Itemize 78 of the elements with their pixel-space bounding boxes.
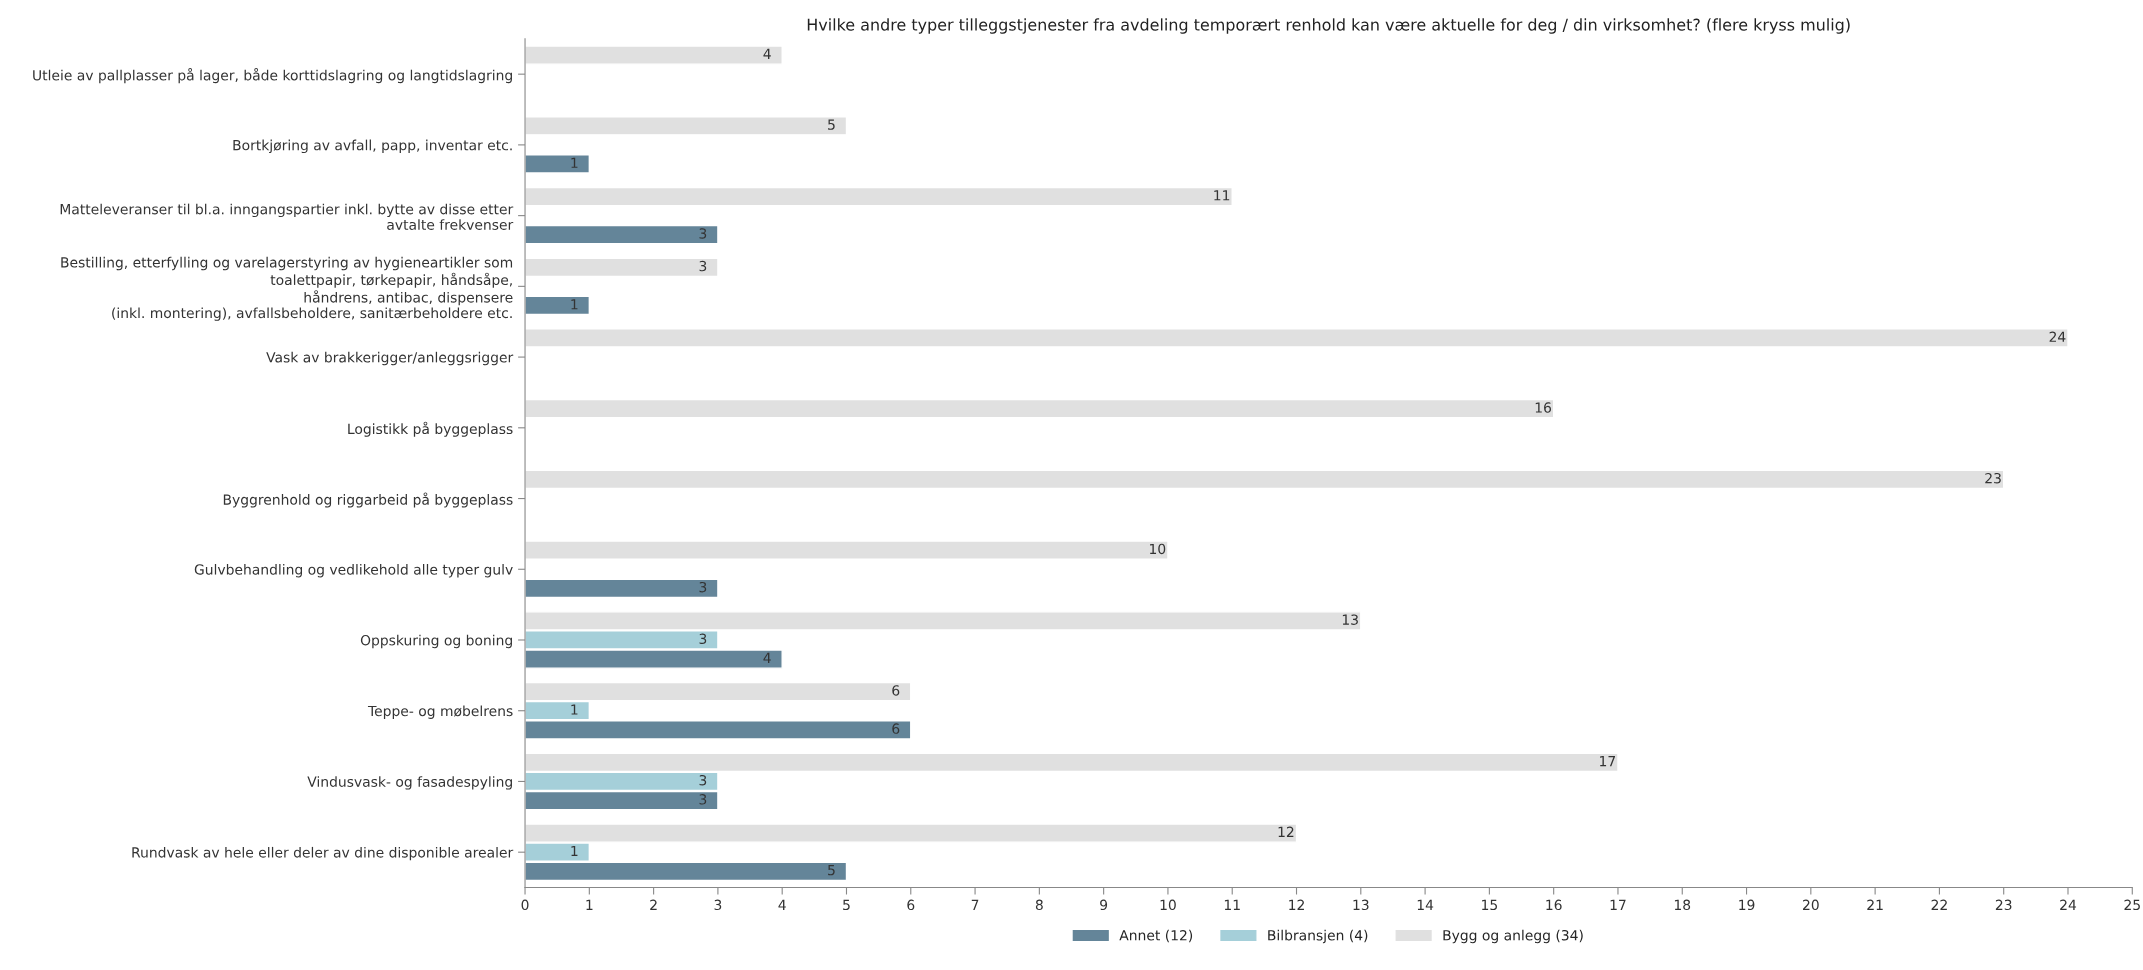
data-label: 1 bbox=[571, 157, 578, 168]
x-tick-label: 15 bbox=[1482, 899, 1498, 911]
x-tick-label: 17 bbox=[1610, 899, 1626, 910]
x-tick-label: 9 bbox=[1100, 899, 1108, 911]
data-label: 4 bbox=[763, 652, 771, 663]
data-label: 16 bbox=[1535, 402, 1552, 413]
y-tick-label: Oppskuring og boning bbox=[360, 634, 512, 649]
data-label: 5 bbox=[828, 864, 835, 876]
data-label: 6 bbox=[892, 685, 900, 696]
x-tick-label: 3 bbox=[714, 899, 722, 911]
bar bbox=[525, 398, 1555, 419]
x-tick-label: 20 bbox=[1803, 899, 1819, 911]
chart-title: Hvilke andre typer tilleggstjenester fra avdeling temporært renhold kan være aktuelle for deg / din virksomhet? (flere kryss mulig) bbox=[807, 18, 1850, 34]
data-label: 12 bbox=[1278, 826, 1294, 837]
x-tick-label: 22 bbox=[1931, 899, 1947, 910]
x-tick-label: 5 bbox=[843, 899, 850, 911]
data-label: 1 bbox=[571, 704, 578, 715]
data-label: 13 bbox=[1342, 614, 1358, 625]
bar bbox=[525, 469, 2005, 490]
data-label: 4 bbox=[763, 48, 771, 59]
x-tick-label: 16 bbox=[1546, 899, 1562, 911]
x-tick-label: 25 bbox=[2124, 899, 2140, 911]
x-tick-label: 24 bbox=[2060, 899, 2077, 910]
x-tick-label: 6 bbox=[907, 899, 915, 911]
data-label: 3 bbox=[699, 633, 707, 645]
bar bbox=[525, 116, 848, 136]
y-tick-label: Bortkjøring av avfall, papp, inventar etc. bbox=[233, 139, 512, 154]
x-tick-label: 12 bbox=[1289, 899, 1304, 910]
x-tick-label: 4 bbox=[778, 899, 786, 910]
y-tick-label: Rundvask av hele eller deler av dine disponible arealer bbox=[132, 846, 514, 861]
x-tick-label: 19 bbox=[1739, 899, 1755, 911]
data-label: 5 bbox=[828, 119, 835, 130]
x-tick-label: 18 bbox=[1674, 899, 1691, 911]
data-label: 3 bbox=[699, 774, 707, 786]
data-label: 10 bbox=[1150, 543, 1166, 555]
x-tick-label: 13 bbox=[1353, 899, 1369, 911]
data-label: 23 bbox=[1985, 472, 2001, 484]
bar bbox=[525, 295, 591, 316]
x-tick-label: 7 bbox=[971, 899, 979, 910]
y-tick-label: Teppe- og møbelrens bbox=[367, 705, 513, 719]
data-label: 6 bbox=[892, 723, 900, 734]
data-label: 3 bbox=[699, 228, 707, 239]
x-tick-label: 0 bbox=[521, 899, 529, 911]
data-label: 17 bbox=[1600, 756, 1616, 767]
data-label: 3 bbox=[699, 794, 707, 805]
x-tick-label: 23 bbox=[1995, 899, 2012, 911]
y-tick-label: Matteleveranser til bl.a. inngangspartier inkl. bytte av disse etter avtalte frekvenser bbox=[60, 203, 514, 230]
data-label: 24 bbox=[2049, 331, 2066, 342]
legend-label: Bygg og anlegg (34) bbox=[1443, 929, 1583, 944]
bar bbox=[525, 224, 719, 245]
bar bbox=[525, 257, 719, 278]
x-tick-label: 1 bbox=[586, 899, 593, 910]
legend-label: Annet (12) bbox=[1119, 929, 1193, 943]
bar bbox=[525, 540, 1169, 560]
x-tick-label: 14 bbox=[1417, 899, 1434, 910]
x-tick-label: 11 bbox=[1224, 899, 1240, 910]
y-tick-label: Vask av brakkerigger/anleggsrigger bbox=[266, 351, 514, 366]
x-tick-label: 2 bbox=[650, 899, 657, 910]
y-tick-label: Gulvbehandling og vedlikehold alle typer gulv bbox=[194, 563, 513, 578]
bar bbox=[525, 328, 2069, 348]
bar bbox=[525, 578, 719, 599]
x-tick-label: 8 bbox=[1035, 899, 1043, 911]
bar bbox=[525, 45, 783, 65]
data-label: 1 bbox=[571, 299, 578, 310]
bar bbox=[525, 186, 1233, 207]
x-tick-label: 10 bbox=[1160, 899, 1176, 911]
data-label: 11 bbox=[1214, 190, 1230, 201]
y-tick-label: Bestilling, etterfylling og varelagerstyring av hygieneartikler som toalettpapir, tørkepapir, håndsåpe, håndrens, antibac, dispensere (inkl. montering), avfallsbeholdere, sanitærbeholdere etc. bbox=[61, 256, 513, 321]
y-tick-label: Byggrenhold og riggarbeid på byggeplass bbox=[223, 492, 513, 508]
y-tick-label: Vindusvask- og fasadespyling bbox=[307, 776, 512, 790]
data-label: 3 bbox=[699, 260, 707, 272]
legend-label: Bilbransjen (4) bbox=[1268, 929, 1368, 944]
data-label: 1 bbox=[571, 845, 578, 857]
bar bbox=[525, 154, 591, 174]
x-tick-label: 21 bbox=[1867, 899, 1883, 910]
y-tick-label: Utleie av pallplasser på lager, både korttidslagring og langtidslagring bbox=[33, 68, 512, 84]
y-tick-label: Logistikk på byggeplass bbox=[348, 421, 513, 437]
data-label: 3 bbox=[699, 581, 707, 593]
